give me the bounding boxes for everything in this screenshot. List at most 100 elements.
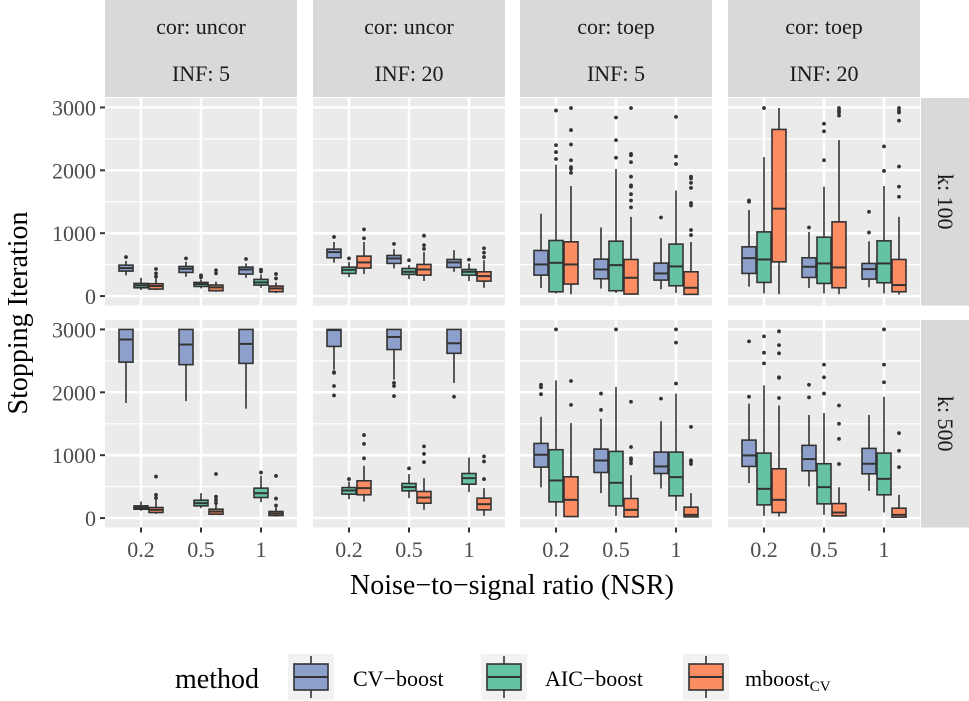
strip-label-inf: INF: 5 — [587, 61, 645, 86]
outlier-point — [689, 233, 693, 237]
panel — [313, 320, 505, 528]
box-aic-boost-nsr-0.2 — [548, 327, 564, 517]
outlier-point — [897, 164, 901, 169]
x-tick-label: 1 — [671, 537, 682, 562]
box-iqr — [741, 439, 757, 468]
x-axis-title: Noise−to−signal ratio (NSR) — [350, 570, 674, 601]
y-tick-label: 0 — [85, 284, 96, 309]
box-mboost-cv-nsr-1 — [683, 174, 699, 296]
box-aic-boost-nsr-0.5 — [401, 258, 417, 280]
outlier-point — [689, 174, 693, 179]
legend: method CV−boost AIC−boost mboostCV — [175, 654, 831, 700]
box-mboost-cv-nsr-1 — [891, 431, 907, 518]
outlier-point — [274, 474, 278, 478]
box-mboost-cv-nsr-0.5 — [416, 233, 432, 281]
outlier-point — [422, 460, 426, 465]
box-iqr — [801, 444, 817, 472]
box-mboost-cv-nsr-0.2 — [148, 474, 164, 514]
panel — [520, 320, 712, 528]
box-mboost-cv-nsr-1 — [476, 246, 492, 288]
outlier-point — [274, 503, 278, 508]
outlier-point — [482, 255, 486, 259]
outlier-point — [554, 327, 558, 332]
outlier-point — [897, 106, 901, 110]
box-aic-boost-nsr-1 — [461, 457, 477, 493]
box-mboost-cv-nsr-1 — [268, 272, 284, 294]
outlier-point — [214, 472, 218, 476]
y-axis-title: Stopping Iteration — [3, 212, 34, 415]
box-iqr — [816, 236, 832, 285]
outlier-point — [347, 477, 351, 481]
box-iqr — [533, 249, 549, 276]
box-cv-boost-nsr-0.5 — [386, 328, 402, 398]
outlier-point — [214, 268, 218, 273]
outlier-point — [629, 456, 633, 461]
outlier-point — [482, 477, 486, 481]
outlier-point — [362, 456, 366, 461]
outlier-point — [897, 118, 901, 123]
box-mboost-cv-nsr-0.5 — [208, 472, 224, 515]
outlier-point — [599, 391, 603, 396]
strip-background — [728, 0, 920, 97]
outlier-point — [674, 381, 678, 386]
outlier-point — [762, 106, 766, 110]
outlier-point — [332, 384, 336, 388]
outlier-point — [762, 350, 766, 355]
outlier-point — [777, 375, 781, 380]
outlier-point — [154, 492, 158, 497]
box-iqr — [326, 248, 342, 259]
box-aic-boost-nsr-0.5 — [608, 327, 624, 516]
panel — [728, 98, 920, 306]
box-mboost-cv-nsr-0.5 — [831, 106, 847, 295]
outlier-point — [452, 394, 456, 399]
box-cv-boost-nsr-0.2 — [533, 213, 549, 288]
outlier-point — [822, 362, 826, 367]
box-iqr — [326, 328, 342, 348]
box-cv-boost-nsr-0.2 — [118, 255, 134, 276]
outlier-point — [629, 152, 633, 156]
outlier-point — [332, 235, 336, 239]
outlier-point — [689, 201, 693, 205]
box-cv-boost-nsr-1 — [238, 257, 254, 278]
outlier-point — [154, 274, 158, 279]
outlier-point — [482, 246, 486, 251]
box-aic-boost-nsr-1 — [253, 470, 269, 503]
x-tick-label: 0.5 — [810, 537, 838, 562]
outlier-point — [569, 379, 573, 383]
box-cv-boost-nsr-1 — [861, 209, 877, 288]
outlier-point — [274, 276, 278, 281]
box-iqr — [118, 328, 134, 363]
outlier-point — [422, 452, 426, 456]
outlier-point — [482, 454, 486, 459]
box-iqr — [683, 506, 699, 518]
box-aic-boost-nsr-1 — [253, 267, 269, 288]
outlier-point — [822, 391, 826, 396]
box-aic-boost-nsr-1 — [461, 257, 477, 282]
outlier-point — [837, 113, 841, 118]
strip-background — [921, 98, 969, 306]
x-tick-label: 0.5 — [602, 537, 630, 562]
outlier-point — [124, 255, 128, 259]
box-iqr — [548, 448, 564, 503]
y-tick-label: 3000 — [52, 317, 96, 342]
box-iqr — [653, 451, 669, 475]
box-aic-boost-nsr-0.2 — [548, 108, 564, 294]
outlier-point — [392, 241, 396, 246]
box-aic-boost-nsr-0.5 — [608, 115, 624, 293]
box-aic-boost-nsr-0.2 — [341, 256, 357, 278]
box-mboost-cv-nsr-0.5 — [623, 399, 639, 518]
outlier-point — [882, 327, 886, 332]
box-cv-boost-nsr-0.2 — [118, 328, 134, 403]
outlier-point — [882, 169, 886, 173]
box-iqr — [563, 241, 579, 285]
outlier-point — [689, 458, 693, 463]
column-strip: cor: uncor INF: 5 — [105, 0, 297, 97]
outlier-point — [569, 106, 573, 110]
outlier-point — [332, 370, 336, 375]
outlier-point — [422, 233, 426, 238]
box-aic-boost-nsr-0.5 — [193, 493, 209, 509]
panels — [105, 98, 920, 528]
outlier-point — [897, 194, 901, 199]
box-cv-boost-nsr-0.2 — [741, 339, 757, 484]
